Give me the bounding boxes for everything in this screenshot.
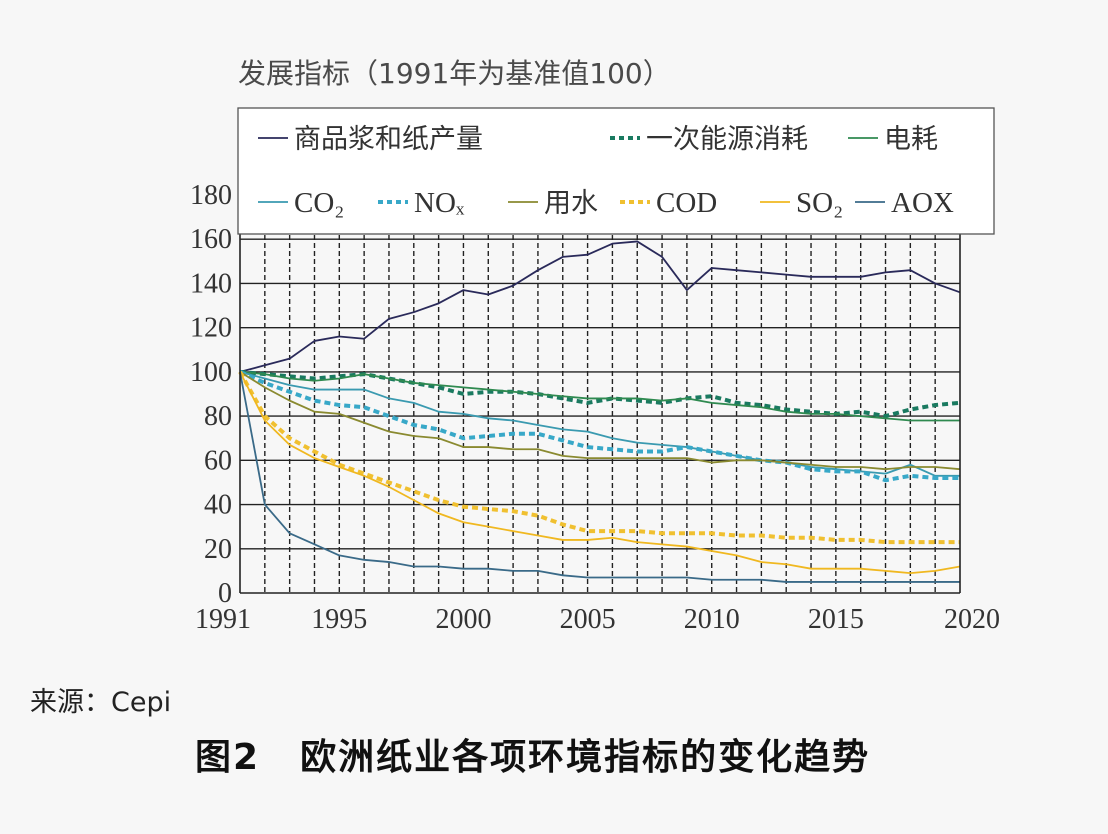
- x-tick-label: 2000: [435, 604, 491, 635]
- x-tick-label: 1995: [311, 604, 367, 635]
- legend-label-SO₂: SO₂: [796, 187, 843, 219]
- x-tick-label: 2010: [684, 604, 740, 635]
- legend: 商品浆和纸产量 一次能源消耗 电耗 CO₂ NOₓ 用水 COD SO₂ AOX: [237, 107, 995, 235]
- y-tick-label: 100: [190, 357, 232, 388]
- series-line-电耗: [239, 370, 960, 422]
- y-tick-label: 180: [190, 180, 232, 211]
- legend-label-COD: COD: [656, 187, 717, 219]
- caption-text: 欧洲纸业各项环境指标的变化趋势: [300, 737, 871, 778]
- series-line-用水: [239, 371, 961, 471]
- x-tick-label: 2005: [560, 604, 616, 635]
- source-label: 来源：Cepi: [30, 687, 172, 718]
- series-line-一次能源消耗: [239, 369, 961, 419]
- series-line-SO₂: [239, 371, 961, 574]
- series-line-AOX: [239, 371, 960, 583]
- y-tick-label: 60: [204, 445, 232, 476]
- legend-label-电耗: 电耗: [884, 124, 938, 155]
- figure-caption: 图2 欧洲纸业各项环境指标的变化趋势: [195, 728, 870, 780]
- series-line-COD: [238, 370, 960, 545]
- legend-label-NOₓ: NOₓ: [414, 187, 465, 219]
- y-tick-label: 160: [190, 224, 232, 255]
- y-tick-label: 40: [204, 490, 232, 521]
- legend-label-一次能源消耗: 一次能源消耗: [646, 124, 808, 155]
- y-tick-label: 20: [204, 534, 232, 565]
- series-line-NOₓ: [239, 370, 960, 483]
- x-tick-label: 2020: [944, 604, 1000, 635]
- x-tick-label: 2015: [808, 604, 864, 635]
- x-tick-label: 1991: [195, 604, 251, 635]
- series-line-商品浆和纸产量: [239, 240, 961, 373]
- grid: [240, 194, 960, 593]
- series-group: [238, 240, 961, 583]
- chart-title: 发展指标（1991年为基准值100）: [238, 57, 671, 90]
- axes: 0 20 40 60 80 100 120 140 160 180 1991 1995 2000 2005…: [190, 180, 1000, 635]
- y-tick-label: 140: [190, 268, 232, 299]
- legend-box: [237, 107, 995, 235]
- legend-label-AOX: AOX: [891, 187, 954, 219]
- y-tick-label: 80: [204, 401, 232, 432]
- y-tick-label: 120: [190, 313, 232, 344]
- legend-label-用水: 用水: [544, 188, 598, 219]
- caption-number: 图2: [195, 737, 261, 778]
- y-tick-label: 0: [218, 578, 232, 609]
- legend-label-商品浆和纸产量: 商品浆和纸产量: [294, 124, 483, 155]
- legend-label-CO₂: CO₂: [294, 187, 344, 219]
